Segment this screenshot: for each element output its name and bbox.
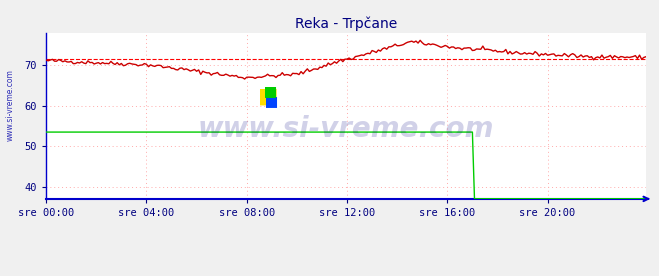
Title: Reka - Trpčane: Reka - Trpčane — [295, 16, 397, 31]
Text: ▪: ▪ — [257, 79, 279, 113]
Text: www.si-vreme.com: www.si-vreme.com — [5, 69, 14, 141]
Text: ▪: ▪ — [264, 91, 279, 111]
Text: ▪: ▪ — [263, 81, 278, 101]
Text: www.si-vreme.com: www.si-vreme.com — [198, 115, 494, 143]
